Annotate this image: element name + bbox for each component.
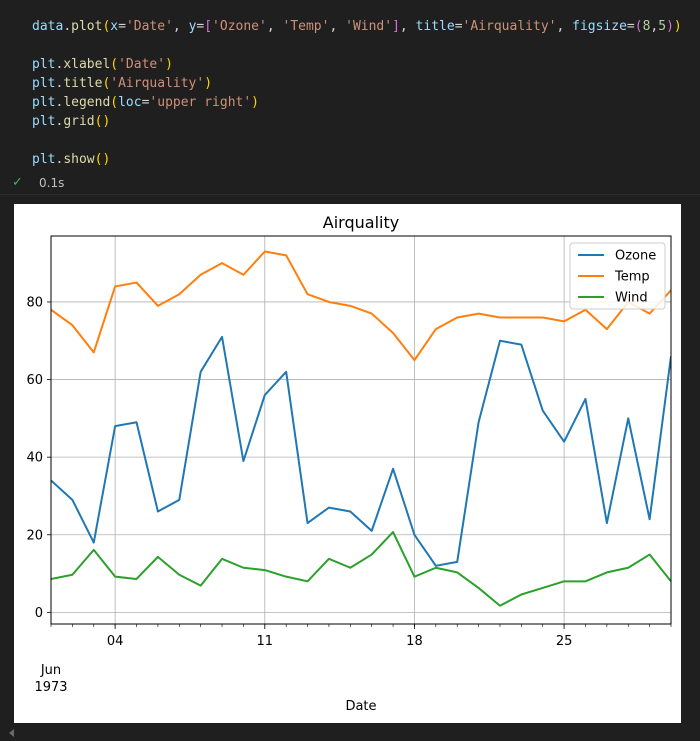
code-token: 5 xyxy=(658,19,667,34)
code-token: ) xyxy=(666,19,674,34)
code-line: plt.xlabel('Date') xyxy=(32,55,173,74)
code-token: , xyxy=(266,19,283,34)
code-token: show xyxy=(63,152,95,167)
execution-time: 0.1s xyxy=(39,176,65,190)
code-token: . xyxy=(55,152,64,167)
cell-status: ✓ 0.1s xyxy=(0,174,700,194)
code-token: = xyxy=(454,19,463,34)
code-token: . xyxy=(55,95,64,110)
code-token: grid xyxy=(63,114,95,129)
code-line: plt.grid() xyxy=(32,112,110,131)
code-token: loc xyxy=(118,95,142,110)
x-tick-label: 04 xyxy=(107,634,124,649)
code-token: ] xyxy=(392,19,400,34)
code-token: x xyxy=(110,19,119,34)
code-token: . xyxy=(55,57,64,72)
y-tick-label: 0 xyxy=(35,606,43,621)
code-line: plt.title('Airquality') xyxy=(32,74,212,93)
code-token: data xyxy=(32,19,64,34)
code-token: [ xyxy=(204,19,213,34)
airquality-chart: 0 20 40 60 80 04 11 18 25 Jun 1973 Airquality Date… xyxy=(26,213,672,714)
series-line-wind xyxy=(51,531,671,607)
code-token: ( xyxy=(110,95,119,110)
code-token: , xyxy=(172,19,189,34)
code-token: . xyxy=(55,76,64,91)
code-token: plt xyxy=(32,76,56,91)
code-token: y xyxy=(188,19,197,34)
code-token: ) xyxy=(673,19,682,34)
grid xyxy=(51,236,671,624)
code-token: = xyxy=(196,19,205,34)
code-token: 8 xyxy=(642,19,651,34)
legend-label: Temp xyxy=(614,270,650,285)
code-line: data.plot(x='Date', y=['Ozone', 'Temp', … xyxy=(32,17,682,36)
code-token: . xyxy=(55,114,64,129)
legend-label: Ozone xyxy=(615,249,656,264)
code-token: , xyxy=(329,19,346,34)
code-token: title xyxy=(415,19,455,34)
code-token: figsize xyxy=(572,19,627,34)
code-token: ( xyxy=(634,19,643,34)
legend-label: Wind xyxy=(615,291,648,306)
x-tick-label: 18 xyxy=(406,634,423,649)
code-token: , xyxy=(556,19,573,34)
x-tick-label: 11 xyxy=(257,634,274,649)
code-line: plt.legend(loc='upper right') xyxy=(32,93,259,112)
code-token: 'Temp' xyxy=(282,19,330,34)
code-token: = xyxy=(141,95,150,110)
code-token: ) xyxy=(251,95,259,110)
cell-output: 0 20 40 60 80 04 11 18 25 Jun 1973 Airquality Date… xyxy=(14,204,681,723)
axis-ticks: 0 20 40 60 80 04 11 18 25 Jun 1973 xyxy=(26,295,672,695)
check-icon: ✓ xyxy=(12,175,23,190)
legend-box xyxy=(569,242,666,310)
code-token: ) xyxy=(204,76,213,91)
code-token: plt xyxy=(32,57,56,72)
code-token: () xyxy=(94,114,111,129)
code-token: . xyxy=(63,19,72,34)
code-line: plt.show() xyxy=(32,150,110,169)
code-token: title xyxy=(63,76,103,91)
cell-divider xyxy=(0,194,700,195)
code-token: ( xyxy=(102,76,111,91)
x-tick-label: 25 xyxy=(556,634,573,649)
code-token: plot xyxy=(71,19,103,34)
code-token: xlabel xyxy=(63,57,111,72)
chart-title: Airquality xyxy=(323,213,399,232)
code-token: ) xyxy=(165,57,173,72)
plot-frame xyxy=(50,235,672,625)
code-token: 'Date' xyxy=(125,19,173,34)
y-tick-label: 20 xyxy=(26,528,43,543)
legend: Ozone Temp Wind xyxy=(569,242,666,310)
x-axis-label: Date xyxy=(345,699,376,714)
code-token: () xyxy=(94,152,111,167)
code-token: , xyxy=(399,19,416,34)
y-tick-label: 40 xyxy=(26,451,43,466)
code-token: 'Ozone' xyxy=(212,19,267,34)
code-token: plt xyxy=(32,152,56,167)
x-start-label: 1973 xyxy=(34,680,67,695)
code-token: plt xyxy=(32,95,56,110)
code-token: 'Wind' xyxy=(345,19,393,34)
code-token: 'upper right' xyxy=(149,95,252,110)
code-token: 'Date' xyxy=(118,57,166,72)
code-token: 'Airquality' xyxy=(110,76,205,91)
y-tick-label: 80 xyxy=(26,295,43,310)
code-token: 'Airquality' xyxy=(462,19,557,34)
series-line-temp xyxy=(51,250,671,362)
code-token: = xyxy=(626,19,635,34)
code-token: , xyxy=(650,19,659,34)
code-cell[interactable]: data.plot(x='Date', y=['Ozone', 'Temp', … xyxy=(0,0,700,172)
scroll-left-arrow-icon[interactable] xyxy=(9,729,14,737)
code-token: = xyxy=(118,19,126,34)
y-tick-label: 60 xyxy=(26,373,43,388)
x-start-label: Jun xyxy=(40,663,61,678)
code-token: ( xyxy=(110,57,119,72)
code-token: legend xyxy=(63,95,111,110)
series-lines xyxy=(51,250,671,607)
series-line-ozone xyxy=(51,335,671,567)
code-token: plt xyxy=(32,114,56,129)
horizontal-scrollbar[interactable] xyxy=(0,730,700,741)
code-token: ( xyxy=(102,19,111,34)
